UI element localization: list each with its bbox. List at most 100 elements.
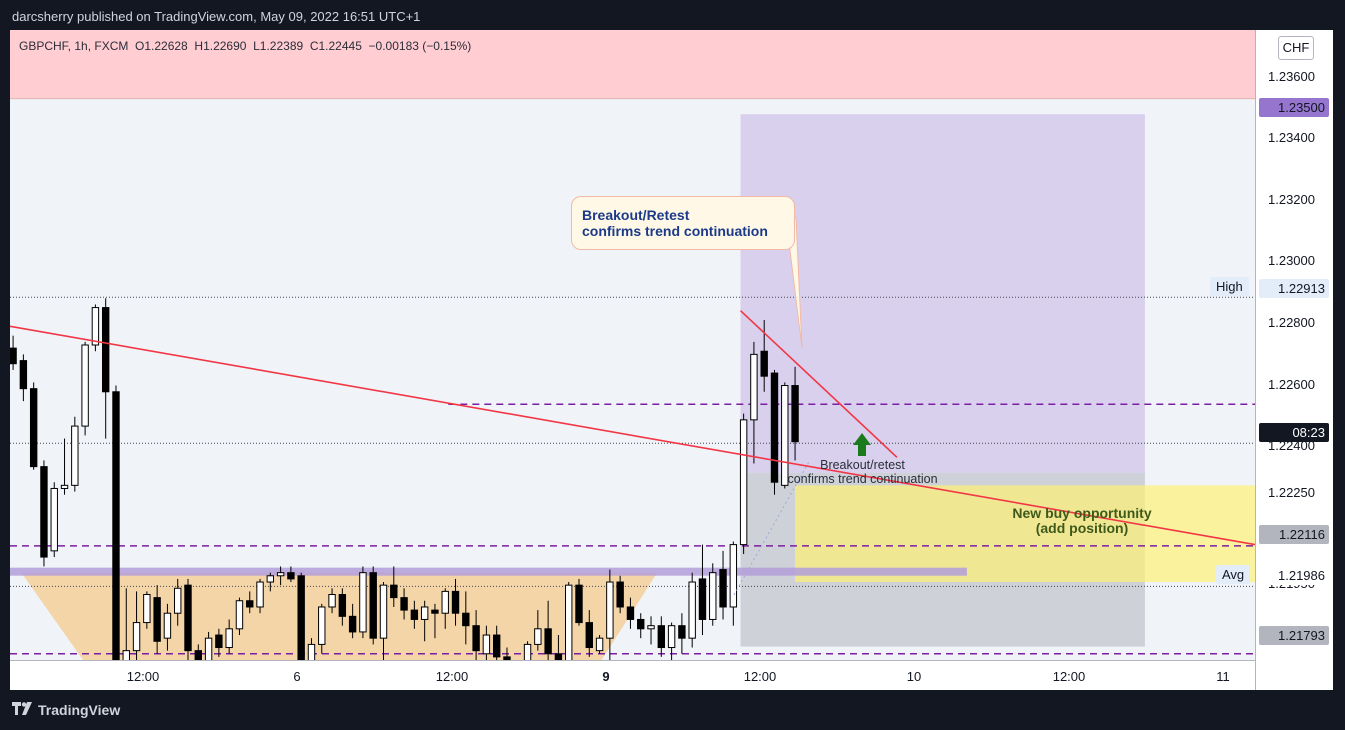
candle-body xyxy=(297,575,305,660)
candle-body xyxy=(122,650,130,660)
chart-plot-area[interactable]: GBPCHF, 1h, FXCM O1.22628 H1.22690 L1.22… xyxy=(10,30,1255,660)
candle-body xyxy=(431,609,439,614)
high-price-label: 1.22913 xyxy=(1259,279,1329,298)
candle-body xyxy=(174,587,182,614)
candle-body xyxy=(184,584,192,652)
candle-body xyxy=(153,597,161,642)
avg-price-label: 1.21986 xyxy=(1259,566,1329,585)
time-axis[interactable]: 12:00 6 12:00 9 12:00 10 12:00 11 xyxy=(10,660,1255,690)
target-zone xyxy=(740,114,1145,473)
tradingview-logo-icon xyxy=(12,702,34,718)
candle-body xyxy=(616,581,624,608)
candle-body xyxy=(791,385,799,443)
candle-body xyxy=(729,544,738,608)
candlestick-chart[interactable] xyxy=(10,30,1255,660)
candle-body xyxy=(307,643,316,660)
support-band xyxy=(10,567,967,576)
stop-price-label: 1.21793 xyxy=(1259,626,1329,645)
time-tick: 12:00 xyxy=(1052,669,1086,684)
callout-line2: confirms trend continuation xyxy=(582,223,768,239)
price-tick: 1.22250 xyxy=(1268,485,1315,500)
candle-body xyxy=(544,628,552,655)
candle-body xyxy=(348,615,357,633)
trendline xyxy=(10,325,1255,546)
target-price-label: 1.23500 xyxy=(1259,98,1329,117)
candle-body xyxy=(739,419,748,546)
candle-body xyxy=(770,372,779,483)
high-side-label: High xyxy=(1210,277,1249,296)
price-tick: 1.22800 xyxy=(1268,315,1315,330)
candle-body xyxy=(10,347,17,365)
candle-body xyxy=(379,584,388,639)
candle-body xyxy=(215,634,223,649)
buy-zone xyxy=(795,485,1255,583)
candle-body xyxy=(451,590,460,614)
candle-body xyxy=(554,653,563,660)
currency-button[interactable]: CHF xyxy=(1278,36,1314,60)
candle-body xyxy=(266,575,275,583)
candle-body xyxy=(50,487,58,552)
candle-body xyxy=(585,622,593,649)
entry-price-label: 1.22116 xyxy=(1259,525,1329,544)
candle-body xyxy=(194,650,202,660)
brand-name: TradingView xyxy=(38,702,121,718)
candle-body xyxy=(225,628,233,649)
candle-body xyxy=(19,360,28,390)
price-tick: 1.23400 xyxy=(1268,130,1315,145)
small-line2: confirms trend continuation xyxy=(787,472,938,486)
candle-body xyxy=(534,628,542,645)
buy-arrow-icon xyxy=(853,433,871,456)
price-tick: 1.23200 xyxy=(1268,192,1315,207)
candle-body xyxy=(657,625,666,649)
candle-body xyxy=(390,584,398,599)
candle-body xyxy=(482,634,491,655)
candle-body xyxy=(606,581,614,639)
buy-line1: New buy opportunity xyxy=(1012,505,1152,521)
top-band xyxy=(10,30,1255,99)
price-tick: 1.23000 xyxy=(1268,253,1315,268)
candle-body xyxy=(287,572,295,580)
candle-body xyxy=(698,578,707,620)
candle-body xyxy=(647,625,655,630)
candle-body xyxy=(91,307,100,346)
candle-body xyxy=(246,600,254,608)
candle-body xyxy=(420,606,429,620)
symbol-legend: GBPCHF, 1h, FXCM O1.22628 H1.22690 L1.22… xyxy=(19,39,472,53)
time-tick: 6 xyxy=(293,669,301,684)
callout-line1: Breakout/Retest xyxy=(582,207,690,223)
candle-body xyxy=(235,600,244,630)
breakout-callout[interactable]: Breakout/Retest confirms trend continuat… xyxy=(571,196,795,250)
candle-body xyxy=(637,618,645,630)
time-tick: 11 xyxy=(1216,669,1230,684)
publish-info: darcsherry published on TradingView.com,… xyxy=(12,9,421,24)
candle-body xyxy=(400,597,408,611)
avg-side-label: Avg xyxy=(1216,565,1251,584)
candle-body xyxy=(318,606,326,645)
buy-line2: (add position) xyxy=(1035,520,1129,536)
candle-body xyxy=(101,307,110,393)
top-bar: darcsherry published on TradingView.com,… xyxy=(0,0,1345,32)
position-connector xyxy=(733,459,811,596)
time-tick: 12:00 xyxy=(743,669,777,684)
candle-body xyxy=(276,572,285,577)
candle-body xyxy=(709,572,717,620)
tradingview-footer[interactable]: TradingView xyxy=(12,702,120,718)
candle-body xyxy=(781,385,789,486)
candle-body xyxy=(565,584,573,660)
candle-body xyxy=(359,572,367,633)
candle-body xyxy=(40,466,48,558)
candle-body xyxy=(81,344,89,427)
candle-body xyxy=(163,612,172,639)
small-line1: Breakout/retest xyxy=(820,458,905,472)
candle-body xyxy=(575,584,583,624)
candle-body xyxy=(71,425,79,486)
candle-body xyxy=(441,590,449,614)
price-tick: 1.23600 xyxy=(1268,69,1315,84)
candle-body xyxy=(626,606,635,620)
price-axis[interactable]: CHF 1.23600 1.23400 1.23200 1.23000 1.22… xyxy=(1255,30,1333,690)
candle-body xyxy=(60,484,69,489)
small-trendline xyxy=(739,310,898,458)
candle-body xyxy=(112,391,120,660)
callout-text: Breakout/Retest confirms trend continuat… xyxy=(582,207,768,239)
candle-body xyxy=(492,634,501,658)
